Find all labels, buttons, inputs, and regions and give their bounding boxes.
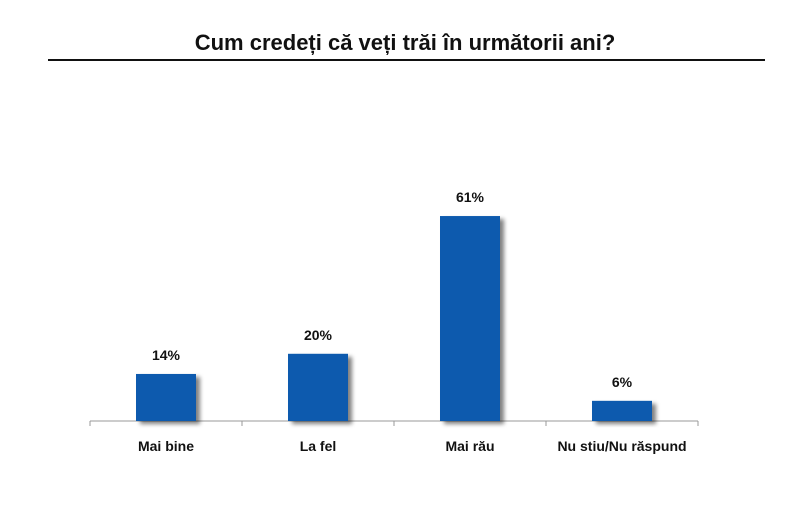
data-label: 6% [612, 374, 633, 390]
category-label: Mai rău [445, 438, 494, 454]
chart-title: Cum credeți că veți trăi în următorii an… [194, 30, 616, 55]
category-label: Nu stiu/Nu răspund [557, 438, 686, 454]
data-label: 61% [456, 189, 485, 205]
bar [440, 216, 500, 421]
data-label: 14% [152, 347, 181, 363]
bar [592, 400, 652, 421]
data-label: 20% [304, 327, 333, 343]
category-label: La fel [300, 438, 337, 454]
title-underline [48, 59, 765, 61]
bar [288, 353, 348, 421]
bar [136, 373, 196, 421]
category-label: Mai bine [138, 438, 194, 454]
